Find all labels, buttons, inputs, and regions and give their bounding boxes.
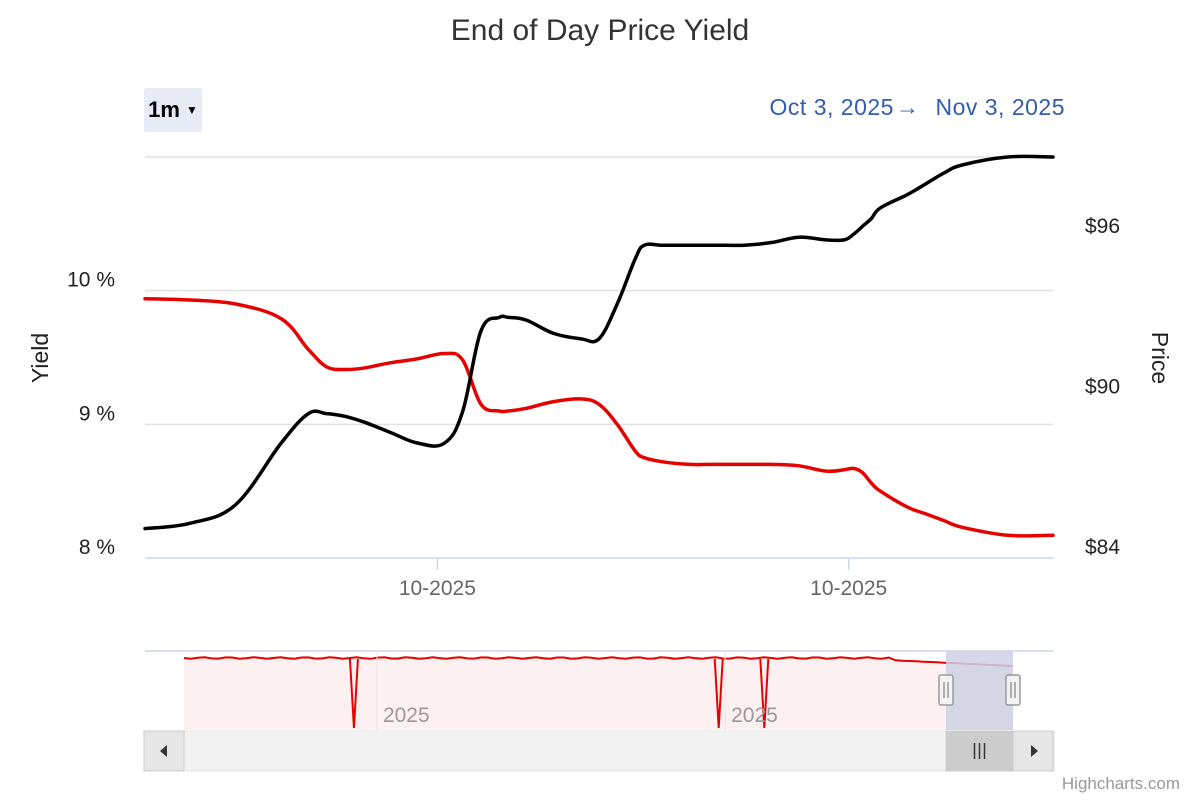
arrow-right-icon: → — [895, 94, 920, 120]
navigator-handle-left[interactable] — [938, 674, 954, 706]
y-left-axis-title: Yield — [27, 333, 53, 383]
y-left-tick-label: 10 % — [67, 269, 115, 292]
handle-body[interactable] — [1005, 674, 1021, 706]
y-left-tick-label: 8 % — [79, 536, 115, 559]
navigator-area — [184, 657, 1013, 730]
chart-title: End of Day Price Yield — [450, 14, 750, 47]
arrow-right-icon — [1031, 745, 1038, 757]
date-range-display: Oct 3, 2025→ Nov 3, 2025 — [770, 94, 1065, 121]
x-tick-label: 10-2025 — [399, 577, 476, 600]
caret-down-icon: ▼ — [185, 103, 198, 117]
navigator-tick-label: 2025 — [383, 704, 430, 727]
date-to[interactable]: Nov 3, 2025 — [935, 94, 1065, 120]
navigator-spike — [713, 658, 724, 729]
y-right-tick-label: $84 — [1085, 536, 1120, 559]
handle-body[interactable] — [938, 674, 954, 706]
credits-link[interactable]: Highcharts.com — [1061, 774, 1180, 793]
y-right-axis-title: Price — [1147, 332, 1173, 384]
navigator-spike — [759, 658, 770, 729]
range-selector-button[interactable]: 1m ▼ — [144, 88, 202, 132]
y-right-tick-label: $96 — [1085, 215, 1120, 238]
date-from[interactable]: Oct 3, 2025 — [769, 94, 894, 120]
y-right-tick-label: $90 — [1085, 376, 1120, 399]
scrollbar-track[interactable] — [143, 730, 1055, 772]
navigator-selection-mask[interactable] — [946, 651, 1013, 730]
y-left-tick-label: 9 % — [79, 402, 115, 425]
navigator-tick-label: 2025 — [731, 704, 778, 727]
series-line-yield — [143, 296, 1055, 538]
range-selector-label: 1m — [148, 97, 180, 122]
navigator-series-line — [183, 656, 1014, 667]
navigator-handle-right[interactable] — [1005, 674, 1021, 706]
series-line-price — [143, 154, 1055, 531]
arrow-left-icon — [160, 745, 167, 757]
navigator-spike — [348, 658, 359, 729]
x-tick-label: 10-2025 — [810, 577, 887, 600]
